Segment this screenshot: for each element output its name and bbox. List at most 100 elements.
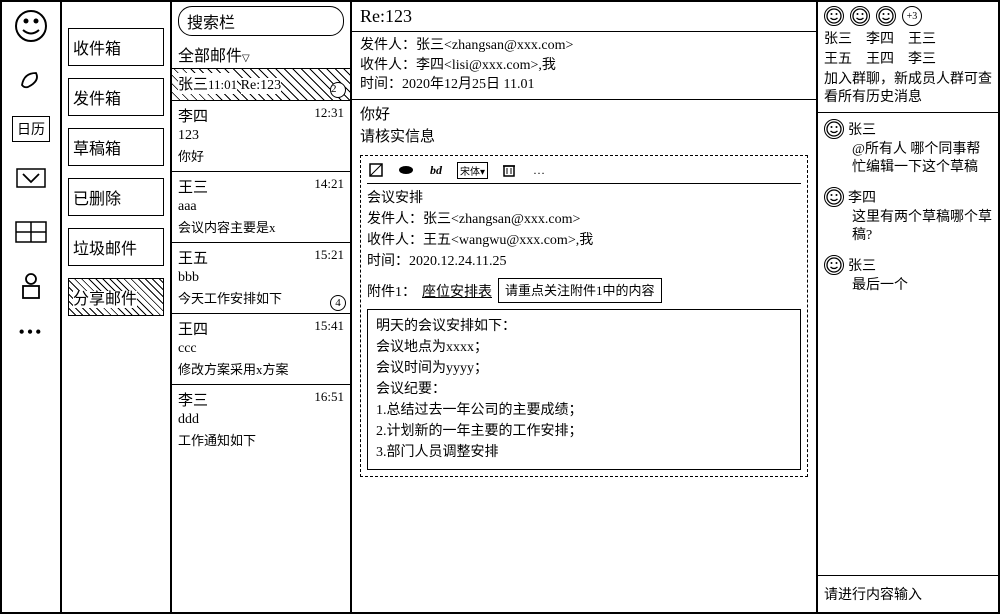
mail-item[interactable]: 王三 14:21 aaa 会议内容主要是x [172,171,350,242]
mail-sender: 李三 [178,389,208,410]
msg-text: @所有人 哪个同事帮忙编辑一下这个草稿 [852,141,992,177]
more-icon[interactable]: ••• [19,322,44,343]
mail-time: 12:31 [314,105,344,126]
to-value: 李四<lisi@xxx.com>,我 [416,58,556,73]
body-line: 你好 [360,104,808,127]
mail-meta: 发件人：张三<zhangsan@xxx.com> 收件人：李四<lisi@xxx… [360,36,808,95]
divider [352,99,816,100]
profile-icon[interactable] [13,268,49,304]
name-row: 张三 李四 王三 [824,30,992,50]
mail-item[interactable]: 李三16:51 ddd 工作通知如下 [172,384,350,455]
folder-shared[interactable]: 分享邮件 [68,278,164,316]
tool-square-icon[interactable] [367,163,385,177]
msg-sender: 张三 [848,119,876,139]
dropdown-icon: ▽ [242,53,250,64]
avatar-icon[interactable] [876,6,896,26]
attach-label: 附件1： [367,281,416,301]
tool-script-icon[interactable]: bd [427,163,445,177]
time-value: 2020年12月25日 11.01 [402,77,534,92]
mail-preview: 会议内容主要是x [178,217,344,236]
attach-name[interactable]: 座位安排表 [422,281,492,301]
avatar-row: +3 [824,6,992,26]
msg-sender: 张三 [848,255,876,275]
member-names: 张三 李四 王三 王五 王四 李三 [824,30,992,69]
content-line: 2.计划新的一年主要的工作安排； [376,421,792,442]
embed-subject: 会议安排 [367,188,801,209]
attach-note: 请重点关注附件1中的内容 [498,278,662,304]
content-line: 3.部门人员调整安排 [376,442,792,463]
mail-time: 15:21 [314,247,344,268]
mail-time: 14:21 [314,176,344,197]
folder-shared-label: 分享邮件 [73,291,137,308]
smiley-icon[interactable] [13,8,49,44]
mail-item[interactable]: 李四12:31 123 你好 [172,100,350,171]
mail-item[interactable]: 王四15:41 ccc 修改方案采用x方案 [172,313,350,384]
mail-sender: 李四 [178,105,208,126]
embed-from-label: 发件人： [367,212,423,227]
folder-deleted[interactable]: 已删除 [68,178,164,216]
all-mail-dropdown[interactable]: 全部邮件▽ [172,40,350,68]
mail-item[interactable]: 张三11:01 Re:123 2 [172,68,350,100]
folder-inbox[interactable]: 收件箱 [68,28,164,66]
mail-sender: 王五 [178,247,208,268]
font-selector-label: 宋体 [460,167,480,178]
mail-badge: 4 [330,295,346,311]
folder-drafts[interactable]: 草稿箱 [68,128,164,166]
chat-message: 张三 最后一个 [824,255,992,295]
folder-sent[interactable]: 发件箱 [68,78,164,116]
time-label: 时间： [360,77,402,92]
folder-spam[interactable]: 垃圾邮件 [68,228,164,266]
embedded-mail: bd 宋体▾ … 会议安排 发件人：张三<zhangsan@xxx.com> 收… [360,155,808,478]
icon-rail: 日历 ••• [2,2,62,612]
embed-content: 明天的会议安排如下： 会议地点为xxxx； 会议时间为yyyy； 会议纪要： 1… [367,309,801,470]
search-input[interactable]: 搜索栏 [178,6,344,36]
reading-pane: Re:123 发件人：张三<zhangsan@xxx.com> 收件人：李四<l… [352,2,818,612]
leaf-icon[interactable] [13,62,49,98]
mail-preview: 今天工作安排如下 [178,288,344,307]
mail-time: 15:41 [314,318,344,339]
content-line: 1.总结过去一年公司的主要成绩； [376,400,792,421]
mail-subject: bbb [178,270,344,286]
all-mail-label: 全部邮件 [178,48,242,65]
mail-subject: ddd [178,412,344,428]
content-line: 会议时间为yyyy； [376,358,792,379]
msg-avatar-icon [824,255,844,275]
mail-preview: 你好 [178,146,344,165]
msg-avatar-icon [824,119,844,139]
msg-avatar-icon [824,187,844,207]
chat-message: 张三 @所有人 哪个同事帮忙编辑一下这个草稿 [824,119,992,177]
avatar-icon[interactable] [850,6,870,26]
embed-meta: 会议安排 发件人：张三<zhangsan@xxx.com> 收件人：王五<wan… [367,188,801,272]
mail-item[interactable]: 王五 15:21 bbb 今天工作安排如下 4 [172,242,350,313]
avatar-icon[interactable] [824,6,844,26]
mail-subject: aaa [178,199,344,215]
body-line: 请核实信息 [360,126,808,149]
chat-input[interactable]: 请进行内容输入 [818,575,998,612]
system-message: 加入群聊，新成员人群可查看所有历史消息 [824,71,992,107]
embed-to-value: 王五<wangwu@xxx.com>,我 [423,233,593,248]
tool-delete-icon[interactable] [500,163,518,177]
font-selector[interactable]: 宋体▾ [457,162,488,179]
tool-oval-icon[interactable] [397,163,415,177]
mail-sender: 张三 [178,77,208,93]
mail-time: 11:01 [208,77,237,92]
msg-text: 这里有两个草稿哪个草稿? [852,209,992,245]
chat-message: 李四 这里有两个草稿哪个草稿? [824,187,992,245]
attachment-row: 附件1： 座位安排表 请重点关注附件1中的内容 [367,278,801,304]
grid-icon[interactable] [13,214,49,250]
mail-subject: ccc [178,341,344,357]
calendar-button[interactable]: 日历 [12,116,50,142]
folder-list: 收件箱 发件箱 草稿箱 已删除 垃圾邮件 分享邮件 [62,2,172,612]
embed-toolbar: bd 宋体▾ … [367,162,801,184]
chevron-down-icon[interactable] [13,160,49,196]
embed-to-label: 收件人： [367,233,423,248]
embed-from-value: 张三<zhangsan@xxx.com> [423,212,580,227]
name-row: 王五 王四 李三 [824,50,992,70]
tool-more-icon[interactable]: … [530,163,548,177]
msg-sender: 李四 [848,187,876,207]
mail-body: 你好 请核实信息 [360,104,808,149]
mail-sender: 王三 [178,176,208,197]
chat-messages: 张三 @所有人 哪个同事帮忙编辑一下这个草稿 李四 这里有两个草稿哪个草稿? 张… [818,113,998,575]
avatar-more[interactable]: +3 [902,6,922,26]
msg-text: 最后一个 [852,277,992,295]
